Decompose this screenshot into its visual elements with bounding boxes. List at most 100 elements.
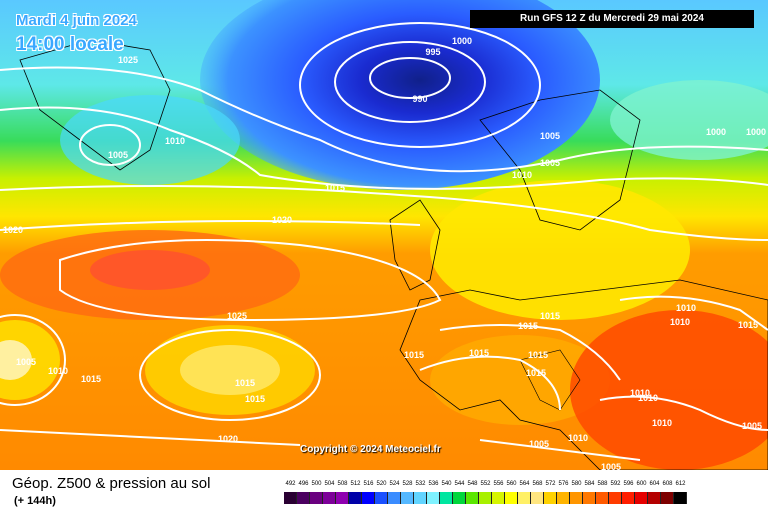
isobar-label: 1010 xyxy=(675,303,697,313)
legend-tick: 492 xyxy=(285,481,296,487)
isobar-label: 1005 xyxy=(107,150,129,160)
legend-swatch xyxy=(479,492,492,504)
legend-swatch xyxy=(401,492,414,504)
legend-tick: 556 xyxy=(493,481,504,487)
isobar-label: 1005 xyxy=(528,439,550,449)
isobar-label: 1010 xyxy=(47,366,69,376)
isobar-label: 1020 xyxy=(217,434,239,444)
isobar-label: 1015 xyxy=(737,320,759,330)
legend-tick: 540 xyxy=(441,481,452,487)
legend-swatches xyxy=(284,492,752,504)
color-legend: 492 496 500 504 508 512 516 520 524 528 532 536 540 5… xyxy=(284,478,752,506)
local-time: 14:00 locale xyxy=(16,34,124,55)
legend-tick: 604 xyxy=(649,481,660,487)
legend-swatch xyxy=(427,492,440,504)
isobar-label: 1000 xyxy=(451,36,473,46)
legend-swatch xyxy=(492,492,505,504)
legend-swatch xyxy=(570,492,583,504)
legend-ticks: 492 496 500 504 508 512 516 520 524 528 532 536 540 5… xyxy=(284,478,752,490)
legend-swatch xyxy=(505,492,518,504)
isobar-label: 1010 xyxy=(164,136,186,146)
legend-tick: 504 xyxy=(324,481,335,487)
legend-tick: 568 xyxy=(532,481,543,487)
legend-swatch xyxy=(661,492,674,504)
legend-swatch xyxy=(674,492,687,504)
legend-tick: 552 xyxy=(480,481,491,487)
british-isles-outline xyxy=(389,199,441,291)
legend-swatch xyxy=(466,492,479,504)
isobar-label: 1025 xyxy=(226,311,248,321)
legend-swatch xyxy=(557,492,570,504)
legend-tick: 508 xyxy=(337,481,348,487)
legend-swatch xyxy=(323,492,336,504)
isobar-label: 1005 xyxy=(539,158,561,168)
forecast-date: Mardi 4 juin 2024 xyxy=(16,12,137,29)
isobar-label: 1015 xyxy=(517,321,539,331)
legend-tick: 512 xyxy=(350,481,361,487)
legend-swatch xyxy=(284,492,297,504)
isobar-label: 1015 xyxy=(525,368,547,378)
isobar-label: 1015 xyxy=(244,394,266,404)
legend-tick: 560 xyxy=(506,481,517,487)
legend-swatch xyxy=(336,492,349,504)
isobar-label: 1010 xyxy=(629,388,651,398)
legend-swatch xyxy=(375,492,388,504)
isobars xyxy=(0,22,768,461)
isobar-label: 1015 xyxy=(403,350,425,360)
isobar-label: 1025 xyxy=(117,55,139,65)
legend-tick: 544 xyxy=(454,481,465,487)
legend-tick: 588 xyxy=(597,481,608,487)
isobar-label: 1015 xyxy=(539,311,561,321)
legend-tick: 524 xyxy=(389,481,400,487)
isobar-label: 990 xyxy=(412,94,428,104)
isobar-label: 1000 xyxy=(745,127,767,137)
hot-core-east xyxy=(570,310,768,470)
weather-map xyxy=(0,0,768,470)
isobar-label: 1015 xyxy=(234,378,256,388)
isobar-label: 1000 xyxy=(705,127,727,137)
legend-swatch xyxy=(310,492,323,504)
isobar-label: 1005 xyxy=(539,131,561,141)
legend-tick: 580 xyxy=(571,481,582,487)
legend-swatch xyxy=(349,492,362,504)
legend-swatch xyxy=(648,492,661,504)
legend-tick: 592 xyxy=(610,481,621,487)
legend-tick: 536 xyxy=(428,481,439,487)
legend-tick: 528 xyxy=(402,481,413,487)
legend-swatch xyxy=(609,492,622,504)
isobar-label: 1015 xyxy=(80,374,102,384)
legend-tick: 596 xyxy=(623,481,634,487)
legend-tick: 584 xyxy=(584,481,595,487)
legend-tick: 612 xyxy=(675,481,686,487)
legend-swatch xyxy=(453,492,466,504)
forecast-lead: (+ 144h) xyxy=(14,495,56,507)
isobar-label: 1015 xyxy=(527,350,549,360)
legend-tick: 532 xyxy=(415,481,426,487)
legend-swatch xyxy=(362,492,375,504)
legend-swatch xyxy=(583,492,596,504)
legend-swatch xyxy=(518,492,531,504)
isobar-label: 1010 xyxy=(669,317,691,327)
legend-swatch xyxy=(635,492,648,504)
footer: Géop. Z500 & pression au sol (+ 144h) 49… xyxy=(0,470,768,512)
isobar-label: 1020 xyxy=(2,225,24,235)
legend-tick: 564 xyxy=(519,481,530,487)
legend-swatch xyxy=(440,492,453,504)
legend-swatch xyxy=(596,492,609,504)
legend-tick: 608 xyxy=(662,481,673,487)
map-title: Géop. Z500 & pression au sol xyxy=(12,475,211,492)
isobar-label: 1010 xyxy=(511,170,533,180)
legend-tick: 572 xyxy=(545,481,556,487)
isobar-label: 1020 xyxy=(271,215,293,225)
legend-tick: 576 xyxy=(558,481,569,487)
legend-swatch xyxy=(622,492,635,504)
europe-outline xyxy=(399,279,768,470)
legend-tick: 600 xyxy=(636,481,647,487)
legend-swatch xyxy=(297,492,310,504)
legend-tick: 520 xyxy=(376,481,387,487)
greenland-outline xyxy=(19,39,171,171)
copyright: Copyright © 2024 Meteociel.fr xyxy=(300,444,441,455)
isobar-label: 1015 xyxy=(324,183,346,193)
isobar-label: 995 xyxy=(425,47,441,57)
